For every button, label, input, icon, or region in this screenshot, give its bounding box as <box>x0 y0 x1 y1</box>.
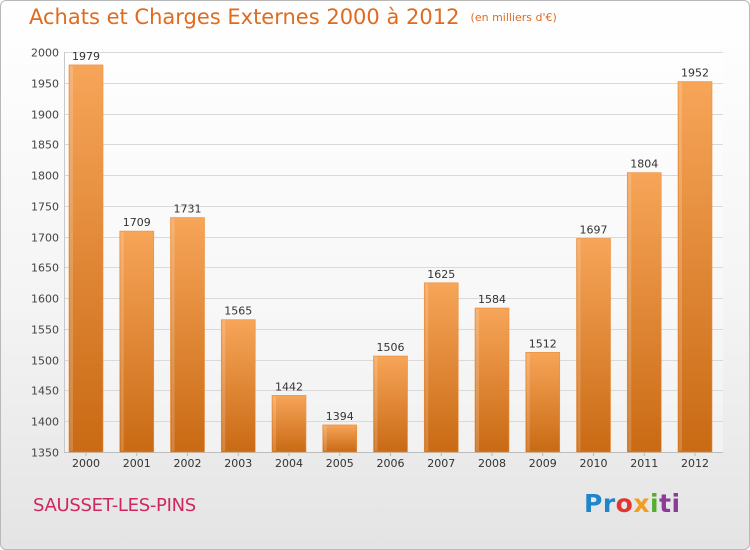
bar <box>626 172 662 453</box>
bar-highlight <box>374 357 378 451</box>
data-label: 1625 <box>427 268 455 281</box>
label-layer: 1350 1400 1450 1500 1550 1600 1650 1700 1750 1800… <box>31 47 709 471</box>
bar <box>119 230 155 453</box>
bar-layer <box>68 64 713 453</box>
bar-highlight <box>679 82 682 452</box>
bar-highlight <box>526 353 530 451</box>
logo-part-5: ti <box>659 489 681 518</box>
x-tick-label: 2005 <box>326 457 354 470</box>
y-tick-label: 1400 <box>31 416 59 429</box>
data-label: 1697 <box>580 223 608 236</box>
bar-highlight <box>323 425 327 451</box>
y-tick-label: 1700 <box>31 232 59 245</box>
y-tick-label: 1600 <box>31 293 59 306</box>
y-tick-label: 1850 <box>31 139 59 152</box>
y-tick-label: 1900 <box>31 109 59 122</box>
data-label: 1731 <box>174 203 202 216</box>
y-tick-label: 1350 <box>31 447 59 460</box>
city-name: SAUSSET-LES-PINS <box>33 495 196 516</box>
chart-unit: (en milliers d'€) <box>470 11 557 24</box>
bar <box>474 307 510 453</box>
bar <box>373 355 408 453</box>
x-tick-label: 2009 <box>529 457 557 470</box>
bar <box>322 424 358 453</box>
logo-part-3: x <box>633 489 650 518</box>
logo-part-1: Pr <box>584 489 616 518</box>
x-tick-label: 2003 <box>224 457 252 470</box>
x-tick-label: 2002 <box>174 457 202 470</box>
proxiti-logo: Proxiti <box>584 489 681 518</box>
data-label: 1506 <box>377 341 405 354</box>
bar <box>576 238 611 453</box>
x-tick-label: 2010 <box>580 457 608 470</box>
bar-highlight <box>628 173 632 451</box>
bar <box>525 352 561 453</box>
chart-title-row: Achats et Charges Externes 2000 à 2012 (… <box>29 5 557 29</box>
data-label: 1709 <box>123 216 151 229</box>
chart-title: Achats et Charges Externes 2000 à 2012 <box>29 5 460 29</box>
y-tick-label: 2000 <box>31 47 59 60</box>
bar-highlight <box>70 65 73 451</box>
y-tick-label: 1500 <box>31 355 59 368</box>
bar-highlight <box>273 396 276 451</box>
data-label: 1952 <box>681 67 709 80</box>
bar <box>220 319 256 453</box>
x-tick-label: 2011 <box>630 457 658 470</box>
y-tick-label: 1800 <box>31 170 59 183</box>
data-label: 1804 <box>630 158 658 171</box>
x-tick-label: 2008 <box>478 457 506 470</box>
bar-highlight <box>171 218 175 451</box>
y-tick-label: 1950 <box>31 78 59 91</box>
bar <box>271 395 307 453</box>
bar <box>68 64 104 453</box>
x-tick-label: 2007 <box>427 457 455 470</box>
bar-highlight <box>476 309 479 451</box>
bar-highlight <box>425 283 429 451</box>
x-tick-label: 2000 <box>72 457 100 470</box>
x-tick-label: 2006 <box>377 457 405 470</box>
y-tick-label: 1450 <box>31 385 59 398</box>
y-tick-label: 1550 <box>31 324 59 337</box>
y-tick-label: 1750 <box>31 201 59 214</box>
x-tick-label: 2012 <box>681 457 709 470</box>
bar <box>423 282 459 453</box>
data-label: 1512 <box>529 337 557 350</box>
bar <box>677 81 713 453</box>
logo-part-2: o <box>615 489 634 518</box>
y-tick-label: 1650 <box>31 262 59 275</box>
x-tick-label: 2001 <box>123 457 151 470</box>
bar <box>170 217 205 453</box>
data-label: 1442 <box>275 380 303 393</box>
x-tick-label: 2004 <box>275 457 303 470</box>
data-label: 1979 <box>72 50 100 63</box>
bar-highlight <box>120 232 124 451</box>
bar-highlight <box>577 239 581 451</box>
bar-highlight <box>222 320 226 451</box>
data-label: 1565 <box>224 305 252 318</box>
logo-part-4: i <box>649 489 660 518</box>
data-label: 1584 <box>478 293 506 306</box>
data-label: 1394 <box>326 410 354 423</box>
